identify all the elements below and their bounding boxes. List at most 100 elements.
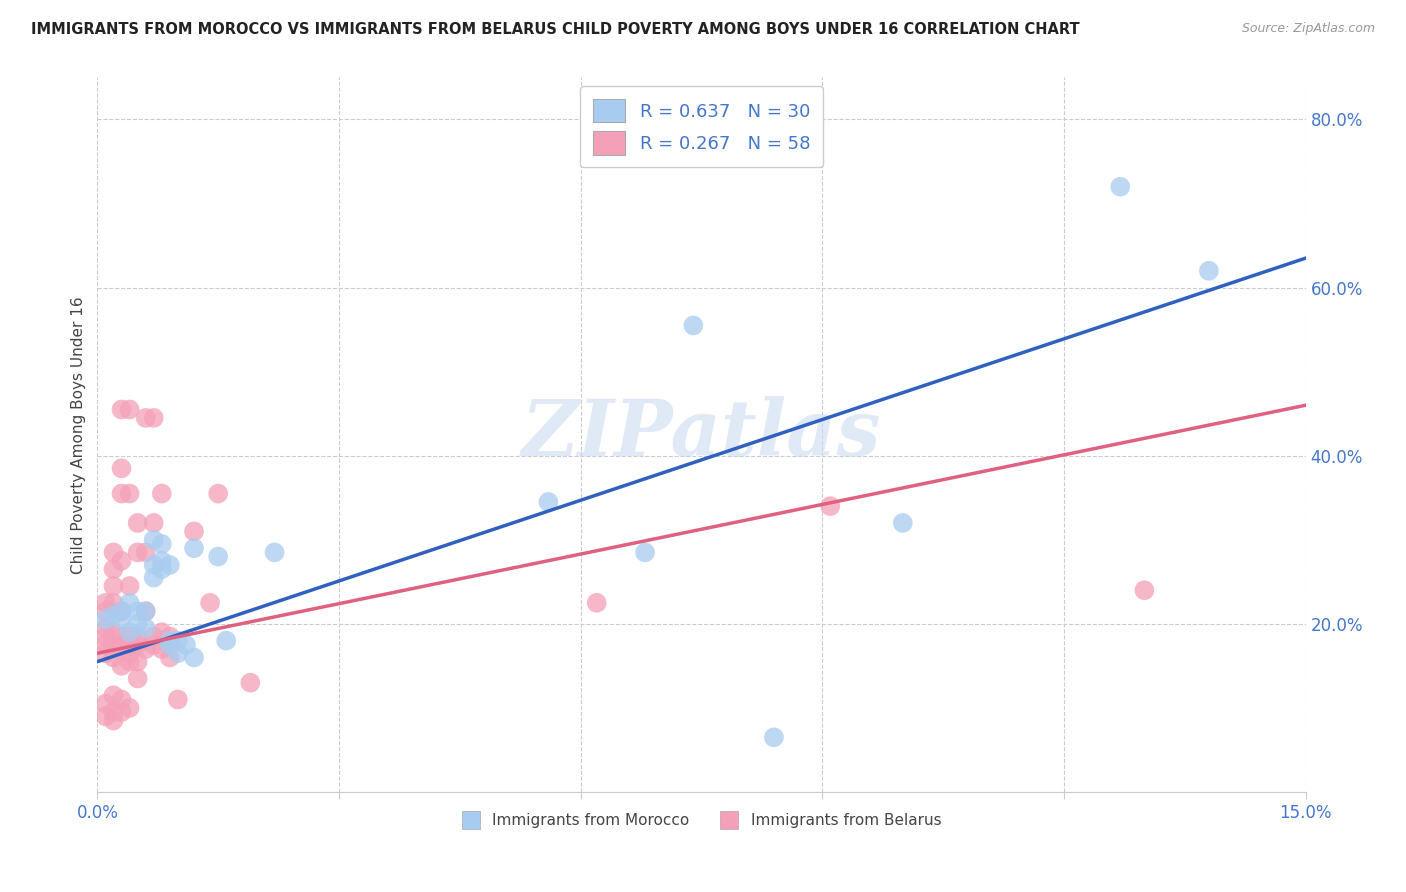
Point bbox=[103, 545, 125, 559]
Point bbox=[159, 650, 181, 665]
Point bbox=[110, 604, 132, 618]
Point bbox=[94, 709, 117, 723]
Point bbox=[103, 714, 125, 728]
Point bbox=[110, 658, 132, 673]
Point bbox=[142, 558, 165, 572]
Point bbox=[820, 499, 842, 513]
Point bbox=[94, 596, 117, 610]
Point bbox=[118, 579, 141, 593]
Point bbox=[94, 630, 117, 644]
Point bbox=[167, 633, 190, 648]
Point bbox=[135, 545, 157, 559]
Point bbox=[183, 524, 205, 539]
Point bbox=[150, 537, 173, 551]
Point bbox=[103, 638, 125, 652]
Point bbox=[142, 516, 165, 530]
Point bbox=[127, 604, 149, 618]
Point bbox=[118, 638, 141, 652]
Point bbox=[159, 633, 181, 648]
Point bbox=[1109, 179, 1132, 194]
Point bbox=[110, 705, 132, 719]
Text: IMMIGRANTS FROM MOROCCO VS IMMIGRANTS FROM BELARUS CHILD POVERTY AMONG BOYS UNDE: IMMIGRANTS FROM MOROCCO VS IMMIGRANTS FR… bbox=[31, 22, 1080, 37]
Point bbox=[103, 650, 125, 665]
Point bbox=[167, 646, 190, 660]
Point bbox=[207, 486, 229, 500]
Point bbox=[118, 630, 141, 644]
Point bbox=[135, 604, 157, 618]
Point bbox=[94, 613, 117, 627]
Point bbox=[103, 705, 125, 719]
Point bbox=[103, 688, 125, 702]
Point bbox=[127, 516, 149, 530]
Point bbox=[110, 486, 132, 500]
Point bbox=[891, 516, 914, 530]
Point bbox=[118, 625, 141, 640]
Point bbox=[118, 701, 141, 715]
Point bbox=[150, 625, 173, 640]
Point bbox=[127, 616, 149, 631]
Point bbox=[135, 604, 157, 618]
Point bbox=[142, 571, 165, 585]
Point bbox=[103, 596, 125, 610]
Point bbox=[103, 562, 125, 576]
Point bbox=[110, 630, 132, 644]
Point bbox=[174, 638, 197, 652]
Point bbox=[585, 596, 607, 610]
Point bbox=[263, 545, 285, 559]
Point bbox=[135, 621, 157, 635]
Point bbox=[118, 402, 141, 417]
Point bbox=[159, 558, 181, 572]
Point bbox=[142, 630, 165, 644]
Point bbox=[183, 650, 205, 665]
Text: Source: ZipAtlas.com: Source: ZipAtlas.com bbox=[1241, 22, 1375, 36]
Point bbox=[142, 638, 165, 652]
Point bbox=[135, 410, 157, 425]
Point bbox=[94, 604, 117, 618]
Point bbox=[94, 697, 117, 711]
Point bbox=[135, 642, 157, 657]
Point bbox=[762, 731, 785, 745]
Point bbox=[239, 675, 262, 690]
Point bbox=[127, 630, 149, 644]
Point bbox=[537, 495, 560, 509]
Point bbox=[142, 410, 165, 425]
Text: ZIPatlas: ZIPatlas bbox=[522, 396, 882, 473]
Point bbox=[103, 625, 125, 640]
Point bbox=[1133, 583, 1156, 598]
Point bbox=[159, 638, 181, 652]
Point bbox=[103, 579, 125, 593]
Point bbox=[118, 596, 141, 610]
Point bbox=[150, 486, 173, 500]
Point bbox=[127, 545, 149, 559]
Point bbox=[103, 608, 125, 623]
Point bbox=[118, 646, 141, 660]
Point bbox=[183, 541, 205, 556]
Point bbox=[110, 613, 132, 627]
Point bbox=[110, 402, 132, 417]
Point bbox=[1198, 264, 1220, 278]
Point bbox=[127, 638, 149, 652]
Point bbox=[207, 549, 229, 564]
Point bbox=[215, 633, 238, 648]
Point bbox=[634, 545, 657, 559]
Point bbox=[150, 642, 173, 657]
Point bbox=[127, 655, 149, 669]
Point bbox=[110, 461, 132, 475]
Point bbox=[94, 638, 117, 652]
Point bbox=[142, 533, 165, 547]
Point bbox=[159, 630, 181, 644]
Point bbox=[118, 486, 141, 500]
Point bbox=[127, 672, 149, 686]
Point bbox=[150, 562, 173, 576]
Point bbox=[110, 692, 132, 706]
Point bbox=[94, 621, 117, 635]
Point bbox=[110, 554, 132, 568]
Point bbox=[150, 554, 173, 568]
Point bbox=[198, 596, 221, 610]
Point bbox=[167, 692, 190, 706]
Point bbox=[682, 318, 704, 333]
Point bbox=[110, 604, 132, 618]
Legend: Immigrants from Morocco, Immigrants from Belarus: Immigrants from Morocco, Immigrants from… bbox=[456, 807, 948, 834]
Point bbox=[110, 638, 132, 652]
Point bbox=[94, 646, 117, 660]
